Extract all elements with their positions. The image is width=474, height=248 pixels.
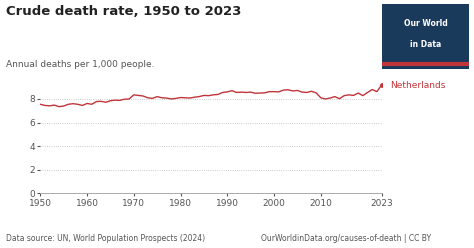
Text: Annual deaths per 1,000 people.: Annual deaths per 1,000 people. [6, 60, 154, 68]
Text: Our World: Our World [403, 19, 447, 28]
Text: in Data: in Data [410, 40, 441, 49]
Text: Netherlands: Netherlands [390, 81, 445, 90]
Text: Crude death rate, 1950 to 2023: Crude death rate, 1950 to 2023 [6, 5, 241, 18]
Text: OurWorldinData.org/causes-of-death | CC BY: OurWorldinData.org/causes-of-death | CC … [261, 234, 431, 243]
Text: Data source: UN, World Population Prospects (2024): Data source: UN, World Population Prospe… [6, 234, 205, 243]
